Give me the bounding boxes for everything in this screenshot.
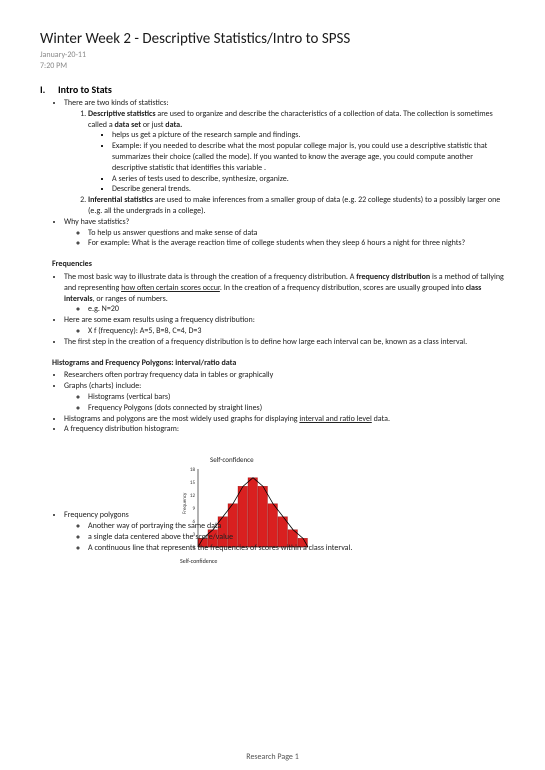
page-title: Winter Week 2 - Descriptive Statistics/I… [40,30,505,48]
svg-text:15: 15 [190,480,196,486]
list-item: There are two kinds of statistics: Descr… [64,98,505,217]
list-item: Another way of portraying the same data [88,521,505,532]
time: 7:20 PM [40,61,505,71]
date: January-20-11 [40,50,505,60]
list-item: e.g. N=20 [88,304,505,315]
list-item: Frequency Polygons (dots connected by st… [88,403,505,414]
list-item: The first step in the creation of a freq… [64,337,505,348]
list-item: X f (frequency): A=5, B=8, C=4, D=3 [88,326,505,337]
subsection-heading: Histograms and Frequency Polygons: inter… [52,358,505,369]
svg-text:12: 12 [190,493,196,499]
list-item: For example: What is the average reactio… [88,238,505,249]
list-item: A series of tests used to describe, synt… [112,174,505,185]
section-heading: I. Intro to Stats [40,83,505,96]
subsection-heading: Frequencies [52,259,505,270]
section-title-text: Intro to Stats [58,83,112,96]
list-item: Here are some exam results using a frequ… [64,315,505,337]
list-item: Histograms and polygons are the most wid… [64,414,505,425]
svg-text:18: 18 [190,467,196,473]
roman-numeral: I. [40,83,52,96]
list-item: Describe general trends. [112,184,505,195]
list-item: helps us get a picture of the research s… [112,130,505,141]
list-item: Why have statistics? To help us answer q… [64,217,505,249]
chart-title: Self-confidence [210,455,320,464]
list-item: a single data centered above the score/v… [88,532,505,543]
list-item: Researchers often portray frequency data… [64,370,505,381]
list-item: A frequency distribution histogram: [64,424,505,435]
list-item: To help us answer questions and make sen… [88,228,505,239]
list-item: Histograms (vertical bars) [88,392,505,403]
list-item: Graphs (charts) include: Histograms (ver… [64,381,505,413]
chart-xlabel: Self-confidence [180,557,505,565]
list-item: Example: if you needed to describe what … [112,141,505,173]
list-item: Inferential statistics are used to make … [88,195,505,217]
list-item: A continuous line that represents the fr… [88,543,505,554]
list-item: Frequency polygons Another way of portra… [64,510,505,553]
list-item: Descriptive statistics are used to organ… [88,109,505,195]
list-item: The most basic way to illustrate data is… [64,272,505,315]
body-content: There are two kinds of statistics: Descr… [40,98,505,565]
page-footer: Research Page 1 [0,752,545,762]
